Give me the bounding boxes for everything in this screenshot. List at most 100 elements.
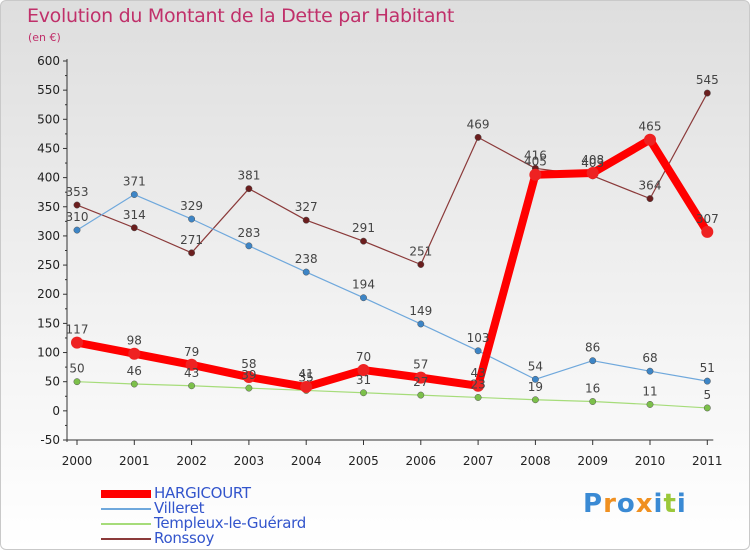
data-point (703, 404, 711, 412)
data-label: 117 (66, 323, 89, 337)
data-point (417, 261, 425, 268)
data-label: 23 (470, 377, 485, 391)
data-label: 11 (642, 384, 657, 398)
series-line-3 (76, 92, 708, 266)
x-tick-label: 2006 (406, 454, 437, 468)
logo-letter: r (603, 489, 617, 519)
logo-letter: t (663, 489, 677, 519)
data-point (242, 371, 255, 384)
data-point (472, 379, 485, 392)
data-label: 86 (585, 341, 600, 355)
y-tick-label: 300 (37, 229, 60, 243)
data-label: 194 (352, 278, 375, 292)
data-label: 27 (413, 375, 428, 389)
legend-label: Templeux-le-Guérard (154, 514, 306, 532)
y-tick-label: 100 (37, 346, 60, 360)
data-label: 251 (409, 244, 432, 258)
y-tick-label: 250 (37, 258, 60, 272)
series-line-1 (76, 193, 708, 382)
logo-letter: P (583, 489, 604, 519)
data-label: 35 (299, 370, 314, 384)
data-label: 353 (66, 185, 89, 199)
data-label: 43 (470, 366, 485, 380)
y-tick-label: 350 (37, 200, 60, 214)
y-tick-label: 200 (37, 287, 60, 301)
data-label: 408 (581, 153, 604, 167)
data-point (245, 384, 253, 392)
data-point (188, 215, 196, 223)
data-point (360, 389, 367, 397)
data-label: 54 (528, 359, 543, 373)
data-point (360, 294, 367, 302)
data-point (188, 382, 196, 390)
data-point (531, 375, 539, 383)
data-label: 238 (295, 252, 318, 266)
data-point (185, 358, 198, 371)
data-point (302, 268, 310, 276)
data-point (130, 191, 138, 198)
data-point (73, 201, 81, 209)
data-point (245, 242, 253, 250)
x-tick-label: 2010 (635, 454, 666, 468)
y-tick-label: 450 (37, 141, 60, 155)
y-tick-label: 150 (37, 316, 60, 330)
x-tick-label: 2007 (463, 454, 494, 468)
legend-swatch (101, 490, 151, 498)
data-point (586, 166, 599, 179)
data-point (357, 364, 370, 377)
logo-letter: i (676, 489, 687, 519)
data-label: 5 (703, 388, 711, 402)
data-label: 16 (585, 382, 600, 396)
data-label: 416 (524, 148, 547, 162)
data-point (474, 347, 482, 355)
data-point (529, 168, 542, 181)
data-label: 41 (299, 367, 314, 381)
data-point (360, 237, 367, 245)
data-point (701, 225, 714, 238)
data-point (71, 336, 83, 349)
data-point (646, 400, 654, 408)
legend-label: Ronssoy (154, 529, 215, 547)
x-tick-label: 2004 (291, 454, 322, 468)
data-label: 381 (237, 169, 260, 183)
data-label: 465 (639, 120, 662, 134)
data-label: 43 (184, 366, 199, 380)
y-tick-label: 0 (52, 404, 60, 418)
data-label: 58 (241, 357, 256, 371)
x-tick-label: 2003 (234, 454, 265, 468)
logo-letter: i (653, 489, 664, 519)
data-point (646, 367, 654, 375)
data-point (474, 393, 482, 401)
data-point (644, 133, 656, 146)
x-tick-label: 2002 (176, 454, 207, 468)
data-point (703, 89, 711, 97)
data-point (703, 377, 711, 385)
data-label: 283 (237, 226, 260, 240)
y-tick-label: 50 (45, 375, 60, 389)
x-tick-label: 2001 (119, 454, 150, 468)
data-point (300, 380, 313, 393)
data-point (414, 371, 427, 384)
data-label: 39 (241, 368, 256, 382)
y-tick-label: -50 (40, 433, 60, 447)
data-point (531, 396, 539, 404)
data-point (646, 195, 654, 203)
data-point (130, 224, 138, 232)
data-point (73, 226, 81, 234)
proxiti-logo: Proxiti (583, 489, 687, 519)
legend-swatch (101, 508, 151, 510)
chart-title: Evolution du Montant de la Dette par Hab… (27, 5, 455, 27)
data-point (188, 249, 196, 257)
data-label: 57 (413, 358, 428, 372)
data-label: 149 (409, 304, 432, 318)
data-label: 103 (467, 331, 490, 345)
data-label: 314 (123, 208, 146, 222)
data-label: 50 (69, 362, 84, 376)
data-label: 364 (639, 179, 662, 193)
data-point (417, 391, 425, 399)
data-label: 291 (352, 221, 375, 235)
data-label: 79 (184, 345, 199, 359)
logo-letter: x (635, 489, 654, 519)
